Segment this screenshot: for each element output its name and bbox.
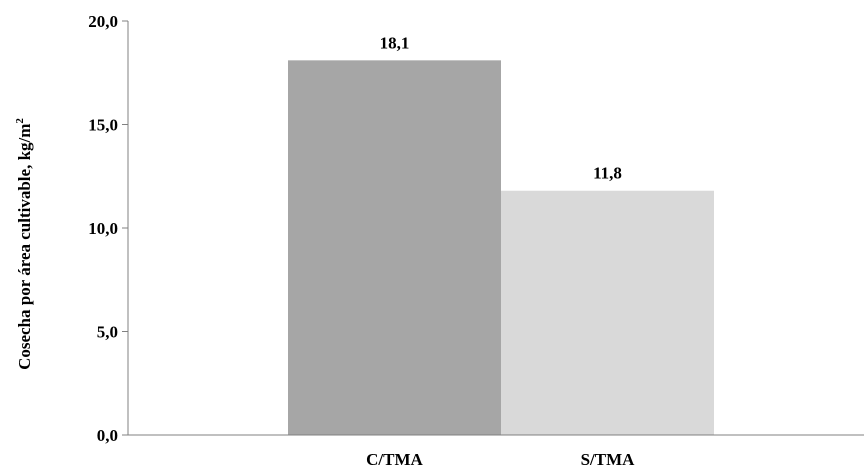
- y-axis-ticks: 0,0 5,0 10,0 15,0 20,0: [88, 12, 128, 445]
- labels: 18,1 C/TMA 11,8 S/TMA: [366, 33, 635, 469]
- y-axis-title: Cosecha por área cultivable, kg/m2: [14, 118, 34, 370]
- y-axis-title-superscript: 2: [14, 118, 26, 124]
- y-tick-label: 5,0: [97, 323, 118, 342]
- y-tick-label: 15,0: [88, 116, 118, 135]
- y-tick-label: 10,0: [88, 219, 118, 238]
- category-label: C/TMA: [366, 450, 423, 469]
- bar-c-tma: [288, 60, 501, 436]
- svg-text:Cosecha por área cultivable, k: Cosecha por área cultivable, kg/m2: [14, 118, 34, 370]
- bar-s-tma: [501, 190, 714, 435]
- category-label: S/TMA: [581, 450, 636, 469]
- y-tick-label: 0,0: [97, 426, 118, 445]
- bars: [288, 60, 714, 436]
- y-axis-title-text: Cosecha por área cultivable, kg/m: [15, 124, 34, 370]
- data-label: 11,8: [593, 164, 622, 183]
- axes: [127, 21, 864, 436]
- y-tick-label: 20,0: [88, 12, 118, 31]
- data-label: 18,1: [380, 33, 410, 52]
